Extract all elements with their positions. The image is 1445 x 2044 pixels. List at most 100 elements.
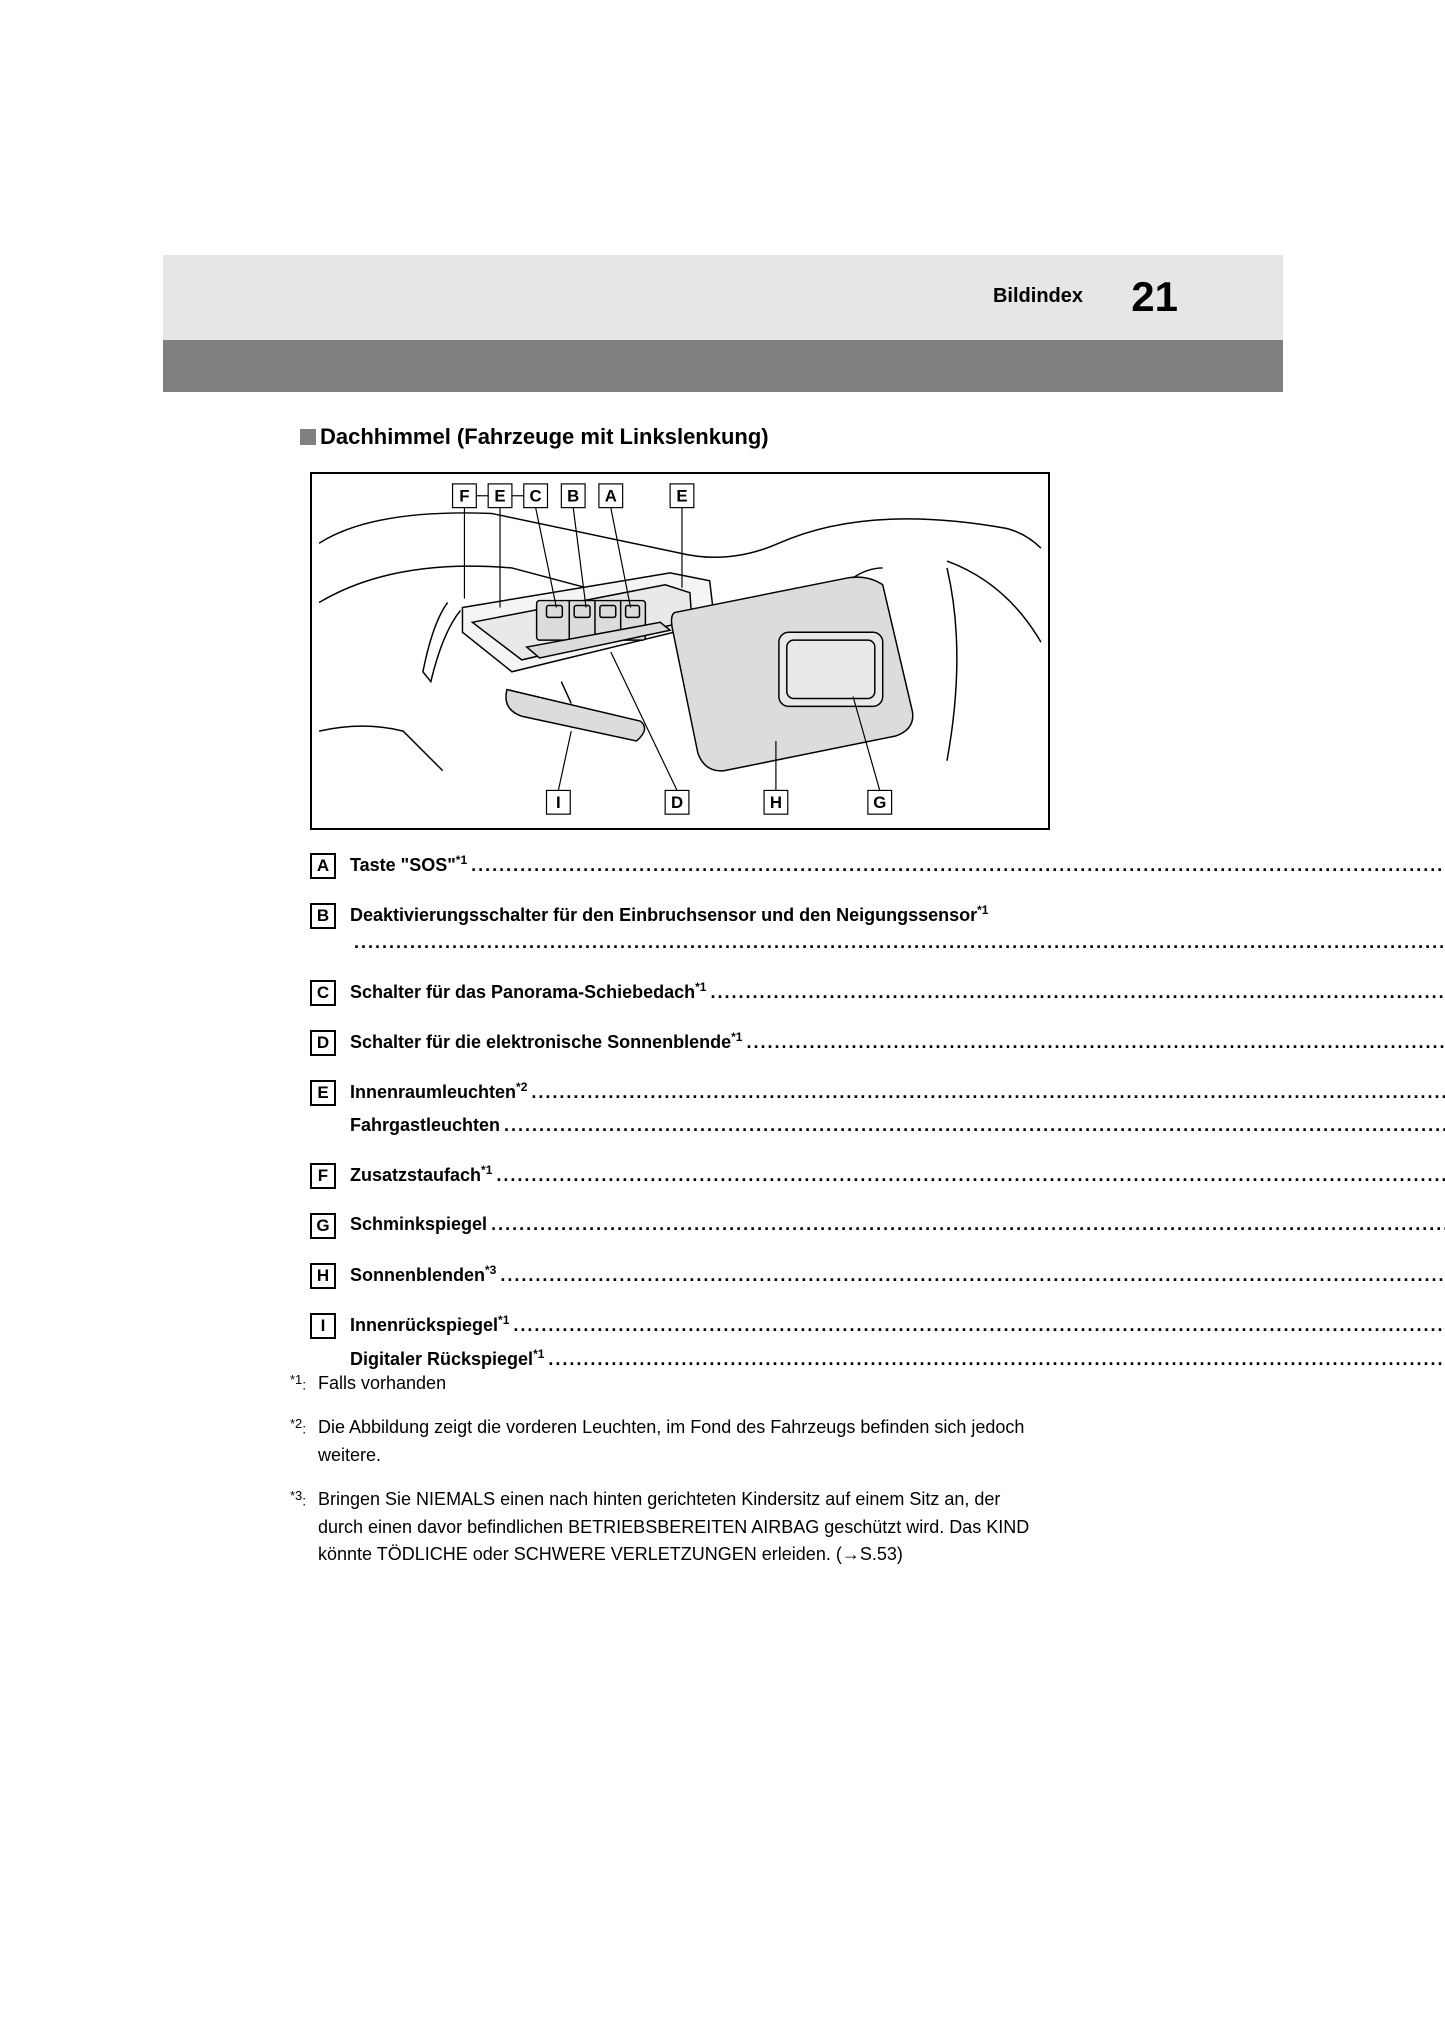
- index-entry: GSchminkspiegel.........................…: [310, 1211, 1050, 1239]
- entry-label: Innenrückspiegel*1: [350, 1311, 509, 1339]
- leader-dots: ........................................…: [706, 979, 1445, 1006]
- leader-dots: ........................................…: [544, 1346, 1445, 1373]
- index-entry: EInnenraumleuchten*2....................…: [310, 1078, 1050, 1139]
- entry-body: Innenraumleuchten*2.....................…: [350, 1078, 1445, 1139]
- entry-line: Schalter für das Panorama-Schiebedach*1.…: [350, 978, 1445, 1006]
- footnotes: *1: Falls vorhanden*2: Die Abbildung zei…: [290, 1370, 1050, 1585]
- section-title: Dachhimmel (Fahrzeuge mit Linkslenkung): [300, 424, 769, 450]
- entry-letter-box: A: [310, 853, 336, 879]
- square-bullet-icon: [300, 429, 316, 445]
- entry-label: Zusatzstaufach*1: [350, 1161, 492, 1189]
- index-entry: D Schalter für die elektronische Sonnenbl…: [310, 1028, 1050, 1056]
- index-entry: FZusatzstaufach*1.......................…: [310, 1161, 1050, 1189]
- entry-superscript: *1: [731, 1030, 742, 1044]
- entry-superscript: *1: [977, 903, 988, 917]
- entry-letter-box: B: [310, 903, 336, 929]
- entry-line: Taste "SOS"*1...........................…: [350, 851, 1445, 879]
- leader-dots: ........................................…: [487, 1211, 1445, 1238]
- footnote: *3: Bringen Sie NIEMALS einen nach hinte…: [290, 1486, 1050, 1570]
- entry-superscript: *1: [481, 1163, 492, 1177]
- entry-body: Sonnenblenden*3.........................…: [350, 1261, 1445, 1289]
- entry-label: Innenraumleuchten*2: [350, 1078, 527, 1106]
- entry-body: Zusatzstaufach*1........................…: [350, 1161, 1445, 1189]
- entry-body: Schalter für das Panorama-Schiebedach*1.…: [350, 978, 1445, 1006]
- entry-line: Schalter für die elektronische Sonnenble…: [350, 1028, 1445, 1056]
- entry-body: Deaktivierungsschalter für den Einbruchs…: [350, 901, 1445, 956]
- leader-dots: ........................................…: [509, 1312, 1445, 1339]
- leader-dots: ........................................…: [350, 929, 1445, 956]
- entry-label: Digitaler Rückspiegel*1: [350, 1345, 544, 1373]
- entry-body: Innenrückspiegel*1......................…: [350, 1311, 1445, 1373]
- entry-superscript: *1: [456, 853, 467, 867]
- entry-line: Innenrückspiegel*1......................…: [350, 1311, 1445, 1339]
- entry-superscript: *3: [485, 1263, 496, 1277]
- headliner-svg: F E C B A E: [312, 474, 1048, 828]
- header-dark-band: [163, 340, 1283, 392]
- entry-superscript: *1: [533, 1347, 544, 1361]
- callout-bot-2: H: [770, 793, 782, 812]
- callout-top-3: B: [567, 487, 579, 506]
- entry-letter-box: F: [310, 1163, 336, 1189]
- header-label: Bildindex: [993, 285, 1083, 308]
- footnote: *2: Die Abbildung zeigt die vorderen Leu…: [290, 1414, 1050, 1470]
- entry-label: Schalter für das Panorama-Schiebedach*1: [350, 978, 706, 1006]
- index-entry: IInnenrückspiegel*1.....................…: [310, 1311, 1050, 1373]
- entry-line: Digitaler Rückspiegel*1.................…: [350, 1345, 1445, 1373]
- footnote-text: Falls vorhanden: [318, 1370, 446, 1398]
- entry-letter-box: H: [310, 1263, 336, 1289]
- leader-dots: ........................................…: [492, 1162, 1445, 1189]
- entry-line: Schminkspiegel..........................…: [350, 1211, 1445, 1238]
- footnote-text: Die Abbildung zeigt die vorderen Leuchte…: [318, 1414, 1050, 1470]
- entry-body: Taste "SOS"*1...........................…: [350, 851, 1445, 879]
- section-title-text: Dachhimmel (Fahrzeuge mit Linkslenkung): [320, 424, 769, 449]
- headliner-diagram: F E C B A E: [310, 472, 1050, 830]
- entry-label: Schminkspiegel: [350, 1211, 487, 1238]
- index-entry: C Schalter für das Panorama-Schiebedach*1…: [310, 978, 1050, 1006]
- index-list: ATaste "SOS"*1..........................…: [310, 851, 1050, 1395]
- entry-superscript: *1: [695, 980, 706, 994]
- page-number: 21: [1131, 273, 1178, 321]
- footnote-text: Bringen Sie NIEMALS einen nach hinten ge…: [318, 1486, 1050, 1570]
- callout-bot-1: D: [671, 793, 683, 812]
- entry-label: Schalter für die elektronische Sonnenble…: [350, 1028, 742, 1056]
- callout-bot-3: G: [873, 793, 886, 812]
- leader-dots: ........................................…: [742, 1029, 1445, 1056]
- index-entry: ATaste "SOS"*1..........................…: [310, 851, 1050, 879]
- entry-line: Innenraumleuchten*2.....................…: [350, 1078, 1445, 1106]
- entry-label: Taste "SOS"*1: [350, 851, 467, 879]
- entry-line: Fahrgastleuchten........................…: [350, 1112, 1445, 1139]
- entry-line: Sonnenblenden*3.........................…: [350, 1261, 1445, 1289]
- entry-line: Deaktivierungsschalter für den Einbruchs…: [350, 901, 1445, 929]
- callout-bot-0: I: [556, 793, 561, 812]
- footnote-mark: *3:: [290, 1486, 318, 1570]
- callout-top-0: F: [459, 487, 469, 506]
- entry-label: Sonnenblenden*3: [350, 1261, 496, 1289]
- entry-body: Schalter für die elektronische Sonnenble…: [350, 1028, 1445, 1056]
- callout-top-2: C: [530, 487, 542, 506]
- index-entry: HSonnenblenden*3........................…: [310, 1261, 1050, 1289]
- footnote-mark: *1:: [290, 1370, 318, 1398]
- entry-letter-box: G: [310, 1213, 336, 1239]
- entry-label: Fahrgastleuchten: [350, 1112, 500, 1139]
- index-entry: B Deaktivierungsschalter für den Einbruch…: [310, 901, 1050, 956]
- header: Bildindex 21: [163, 255, 1283, 340]
- footnote-mark: *2:: [290, 1414, 318, 1470]
- entry-letter-box: D: [310, 1030, 336, 1056]
- callout-top-4: A: [605, 487, 617, 506]
- page: Bildindex 21 Dachhimmel (Fahrzeuge mit L…: [0, 0, 1445, 2044]
- entry-label: Deaktivierungsschalter für den Einbruchs…: [350, 901, 988, 929]
- entry-line: ........................................…: [350, 929, 1445, 956]
- entry-body: Schminkspiegel..........................…: [350, 1211, 1445, 1238]
- entry-line: Zusatzstaufach*1........................…: [350, 1161, 1445, 1189]
- leader-dots: ........................................…: [496, 1262, 1445, 1289]
- entry-letter-box: C: [310, 980, 336, 1006]
- footnote: *1: Falls vorhanden: [290, 1370, 1050, 1398]
- entry-letter-box: I: [310, 1313, 336, 1339]
- leader-dots: ........................................…: [500, 1112, 1445, 1139]
- entry-superscript: *2: [516, 1080, 527, 1094]
- leader-dots: ........................................…: [467, 852, 1445, 879]
- callout-top-5: E: [676, 487, 687, 506]
- entry-letter-box: E: [310, 1080, 336, 1106]
- leader-dots: ........................................…: [527, 1079, 1445, 1106]
- entry-superscript: *1: [498, 1313, 509, 1327]
